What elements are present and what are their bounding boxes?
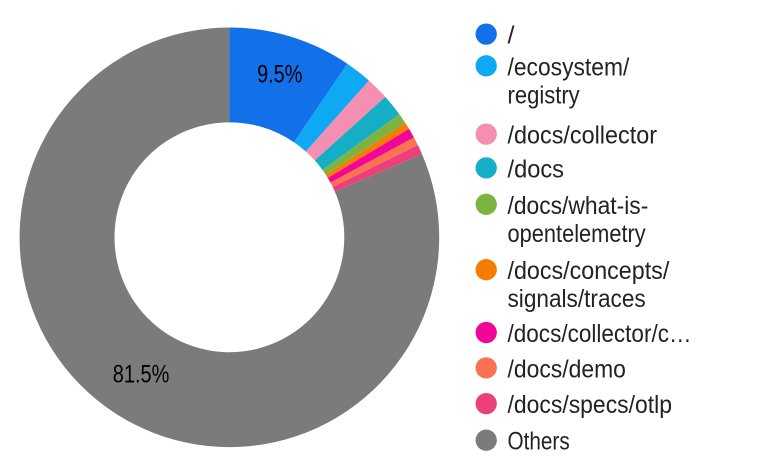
svg-text:Others: Others [508,428,570,456]
svg-text:9.5%: 9.5% [257,61,302,89]
svg-text:/docs/collector/c…: /docs/collector/c… [508,320,692,348]
svg-text:opentelemetry: opentelemetry [508,220,647,248]
svg-text:/docs/collector: /docs/collector [508,122,658,150]
svg-text:/docs: /docs [508,155,565,183]
svg-text:registry: registry [508,81,581,109]
svg-text:81.5%: 81.5% [113,361,170,389]
svg-text:/docs/concepts/: /docs/concepts/ [508,257,670,285]
svg-text:/docs/what-is-: /docs/what-is- [508,192,649,220]
svg-text:/ecosystem/: /ecosystem/ [508,53,630,81]
svg-text:signals/traces: signals/traces [508,285,646,313]
svg-text:/docs/specs/otlp: /docs/specs/otlp [508,391,673,419]
svg-text:/docs/demo: /docs/demo [508,355,626,383]
svg-text:/: / [508,22,515,50]
